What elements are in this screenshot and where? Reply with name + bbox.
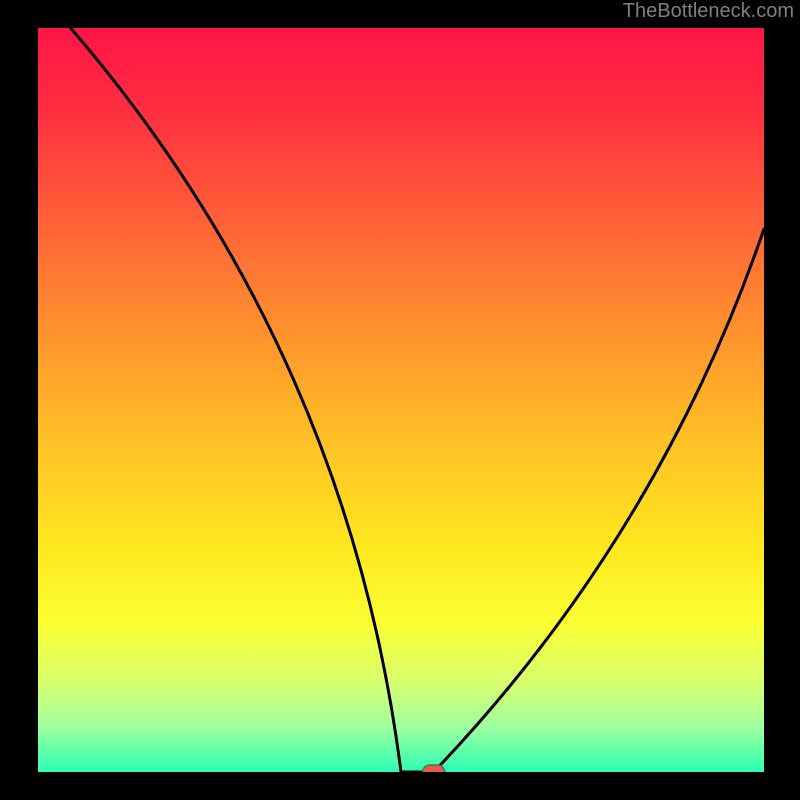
plot-background xyxy=(38,28,764,772)
watermark-text: TheBottleneck.com xyxy=(623,0,794,23)
chart-container: TheBottleneck.com xyxy=(0,0,800,800)
bottleneck-chart xyxy=(0,0,800,800)
